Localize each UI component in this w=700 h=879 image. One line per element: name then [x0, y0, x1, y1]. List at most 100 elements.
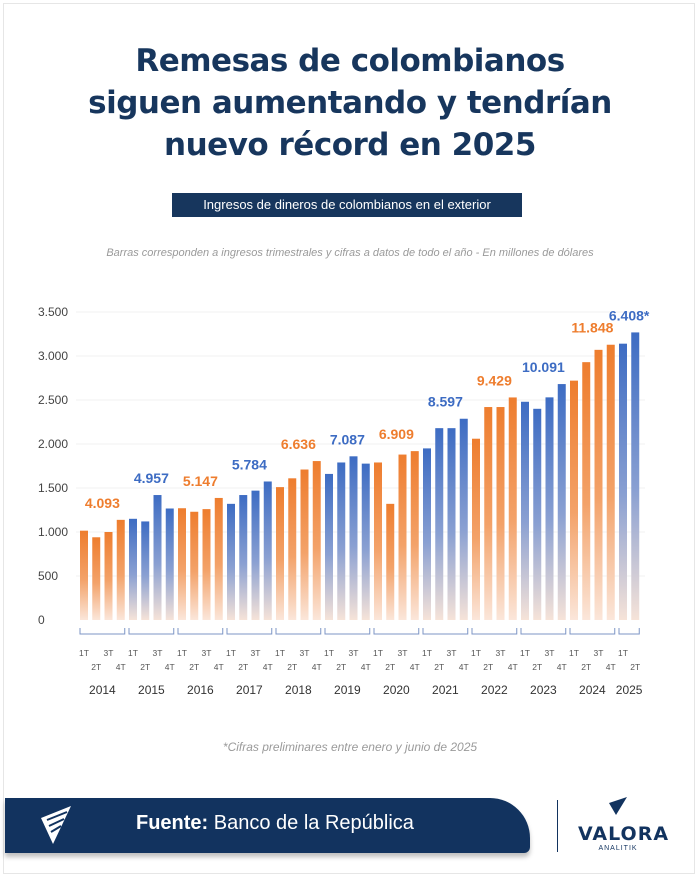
- quarter-label: 4T: [165, 662, 175, 672]
- chart-subtitle: Barras corresponden a ingresos trimestra…: [106, 247, 594, 259]
- year-bracket: [275, 628, 322, 635]
- y-tick-label: 0: [38, 613, 45, 627]
- quarter-label: 1T: [373, 648, 383, 658]
- y-tick-label: 500: [38, 569, 58, 583]
- annual-total-label: 5.147: [183, 473, 218, 489]
- year-label: 2017: [236, 683, 263, 697]
- bar-2023-4T: [557, 384, 566, 620]
- bar-2023-3T: [545, 397, 554, 620]
- bar-2024-3T: [594, 349, 603, 620]
- logo-name: VALORA: [578, 823, 670, 845]
- bar-2022-3T: [496, 407, 505, 620]
- bar-2022-4T: [508, 397, 517, 620]
- quarter-label: 1T: [618, 648, 628, 658]
- year-label: 2021: [432, 683, 459, 697]
- bar-2019-1T: [325, 473, 333, 620]
- bar-2024-4T: [606, 344, 615, 620]
- valora-logo-icon: [609, 797, 627, 815]
- year-label: 2014: [89, 683, 116, 697]
- annual-total-label: 4.093: [85, 495, 120, 511]
- year-label: 2019: [334, 683, 361, 697]
- year-bracket: [471, 628, 518, 635]
- quarter-label: 4T: [410, 662, 420, 672]
- bar-2018-1T: [276, 487, 284, 620]
- bar-2019-2T: [337, 462, 346, 620]
- bar-2020-4T: [410, 451, 419, 620]
- title-line-2: siguen aumentando y tendrían: [88, 85, 612, 121]
- bar-2015-4T: [165, 508, 174, 620]
- y-tick-label: 1.000: [38, 525, 68, 539]
- quarter-label: 4T: [214, 662, 224, 672]
- year-bracket: [569, 628, 616, 635]
- annual-total-label: 11.848: [571, 320, 613, 336]
- quarter-label: 1T: [471, 648, 481, 658]
- bar-2016-4T: [214, 497, 223, 620]
- source-footer: Fuente: Banco de la República: [5, 798, 530, 853]
- title-line-3: nuevo récord en 2025: [164, 127, 536, 163]
- quarter-label: 1T: [226, 648, 236, 658]
- year-bracket: [618, 628, 640, 635]
- bar-2023-2T: [533, 408, 542, 620]
- y-tick-label: 2.500: [38, 393, 68, 407]
- quarter-label: 3T: [349, 648, 359, 658]
- quarter-label: 4T: [116, 662, 126, 672]
- annual-total-label: 7.087: [330, 431, 365, 447]
- quarter-label: 1T: [569, 648, 579, 658]
- bar-2025-1T: [619, 343, 627, 620]
- quarter-label: 1T: [422, 648, 432, 658]
- quarter-label: 1T: [128, 648, 138, 658]
- bar-2023-1T: [521, 401, 529, 620]
- quarter-label: 4T: [263, 662, 273, 672]
- quarter-label: 2T: [581, 662, 591, 672]
- bar-2016-3T: [202, 509, 211, 620]
- y-tick-label: 2.000: [38, 437, 68, 451]
- bar-2020-2T: [386, 503, 395, 620]
- quarter-label: 4T: [361, 662, 371, 672]
- logo-tagline: ANALITIK: [598, 845, 638, 852]
- quarter-label: 2T: [287, 662, 297, 672]
- y-tick-label: 1.500: [38, 481, 68, 495]
- year-label: 2023: [530, 683, 557, 697]
- bar-2024-1T: [570, 380, 578, 620]
- valora-wing-icon: [41, 806, 71, 844]
- bar-2020-1T: [374, 462, 382, 620]
- year-label: 2016: [187, 683, 214, 697]
- bar-2021-1T: [423, 448, 431, 620]
- bar-2015-1T: [129, 518, 137, 620]
- bar-2024-2T: [582, 362, 591, 620]
- quarter-label: 3T: [202, 648, 212, 658]
- y-tick-label: 3.500: [38, 305, 68, 319]
- bar-2017-3T: [251, 490, 260, 620]
- quarter-label: 4T: [459, 662, 469, 672]
- bar-2021-2T: [435, 428, 444, 620]
- bar-2018-2T: [288, 478, 297, 620]
- quarter-label: 4T: [557, 662, 567, 672]
- quarter-label: 2T: [336, 662, 346, 672]
- quarter-label: 1T: [79, 648, 89, 658]
- quarter-label: 3T: [104, 648, 114, 658]
- quarter-label: 2T: [189, 662, 199, 672]
- source-label: Fuente:: [136, 812, 209, 834]
- year-label: 2024: [579, 683, 606, 697]
- bar-2025-2T: [631, 332, 640, 620]
- quarter-label: 3T: [496, 648, 506, 658]
- quarter-label: 2T: [434, 662, 444, 672]
- quarter-label: 1T: [177, 648, 187, 658]
- annual-total-label: 5.784: [232, 456, 267, 472]
- quarter-label: 2T: [483, 662, 493, 672]
- quarter-label: 3T: [594, 648, 604, 658]
- year-label: 2020: [383, 683, 410, 697]
- annual-total-label: 6.636: [281, 436, 316, 452]
- quarter-label: 4T: [312, 662, 322, 672]
- quarter-label: 1T: [324, 648, 334, 658]
- bar-2021-3T: [447, 428, 456, 620]
- quarter-label: 2T: [238, 662, 248, 672]
- bar-2015-2T: [141, 521, 150, 620]
- quarter-label: 2T: [140, 662, 150, 672]
- year-bracket: [226, 628, 273, 635]
- footnote: *Cifras preliminares entre enero y junio…: [222, 740, 478, 754]
- annual-total-label: 9.429: [477, 372, 512, 388]
- bar-2014-2T: [92, 537, 101, 620]
- y-tick-label: 3.000: [38, 349, 68, 363]
- footer-divider: [557, 800, 558, 852]
